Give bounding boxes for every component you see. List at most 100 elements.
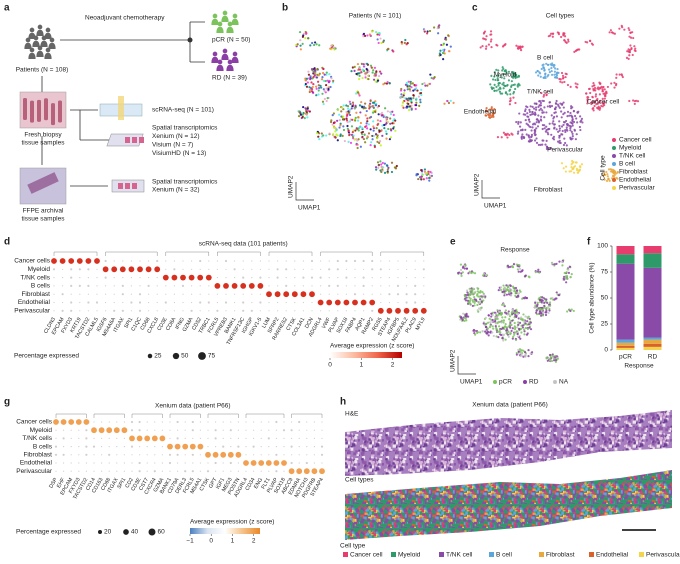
umap-point — [343, 139, 346, 143]
expression-dot — [406, 260, 408, 262]
person-icon — [48, 42, 56, 49]
expression-dot — [298, 437, 300, 439]
bar-segment — [616, 254, 635, 264]
expression-dot — [406, 277, 408, 279]
umap-point — [605, 179, 609, 183]
label: pCR (N = 50) — [212, 37, 250, 44]
expression-dot — [165, 310, 167, 312]
umap-point — [542, 66, 545, 69]
expression-dot — [156, 285, 158, 287]
gene-label: CD2 — [124, 477, 135, 489]
umap-point — [320, 132, 323, 135]
umap-point — [403, 41, 406, 44]
umap-point — [510, 70, 514, 74]
umap-point — [615, 82, 618, 86]
expression-dot — [101, 470, 103, 472]
umap-point — [548, 122, 551, 125]
person-icon — [211, 18, 219, 25]
umap-point — [379, 144, 382, 147]
expression-dot — [136, 435, 143, 442]
expression-dot — [275, 437, 277, 439]
biopsy-tissue — [51, 103, 55, 126]
expression-dot — [336, 284, 339, 287]
expression-dot — [207, 429, 209, 431]
expression-dot — [250, 460, 257, 466]
umap-point — [568, 265, 571, 268]
expression-dot — [148, 293, 150, 295]
umap-point — [526, 112, 529, 115]
umap-point — [496, 77, 499, 80]
umap-point — [366, 117, 369, 120]
umap-point — [390, 170, 394, 174]
umap-point — [353, 69, 356, 72]
expression-dot — [311, 468, 318, 475]
umap-point — [508, 100, 512, 103]
umap-point — [567, 40, 570, 43]
umap-point — [376, 161, 380, 164]
umap-point — [518, 321, 522, 324]
umap-point — [485, 332, 488, 335]
umap-point — [527, 118, 531, 121]
expression-dot — [113, 309, 116, 312]
expression-dot — [265, 460, 272, 466]
umap-point — [511, 337, 514, 340]
umap-point — [313, 67, 316, 70]
expression-dot — [105, 293, 107, 295]
umap-point — [432, 77, 435, 80]
legend-swatch — [612, 146, 616, 150]
umap-point — [374, 73, 378, 76]
umap-point — [497, 74, 500, 77]
biopsy-tissue — [30, 100, 34, 123]
expression-dot — [354, 285, 356, 287]
expression-dot — [131, 470, 133, 472]
umap-point — [543, 106, 546, 109]
expression-dot — [79, 301, 81, 304]
expression-dot — [313, 454, 315, 456]
expression-dot — [414, 277, 416, 279]
umap-point — [369, 144, 372, 147]
umap-point — [535, 137, 538, 140]
umap-point — [482, 32, 486, 35]
expression-dot — [148, 301, 150, 304]
umap-point — [402, 106, 405, 109]
expression-dot — [380, 277, 382, 279]
expression-dot — [298, 429, 300, 431]
bar-segment — [616, 246, 635, 255]
umap-point — [557, 71, 560, 74]
expression-dot — [123, 470, 125, 472]
umap-point — [545, 356, 548, 359]
umap-point — [535, 141, 539, 145]
expression-dot — [260, 454, 262, 456]
expression-dot — [277, 310, 279, 312]
umap-point — [383, 123, 386, 127]
umap-point — [354, 119, 357, 122]
umap-point — [478, 295, 481, 298]
expression-dot — [334, 299, 341, 306]
gene-bracket — [268, 251, 313, 256]
umap-point — [488, 317, 491, 320]
expression-dot — [275, 446, 277, 448]
umap-point — [508, 323, 511, 326]
color-tick-label: 2 — [391, 362, 395, 369]
umap-point — [361, 76, 364, 80]
umap-point — [422, 178, 425, 181]
expression-dot — [205, 451, 211, 458]
umap-point — [593, 86, 597, 90]
umap-point — [562, 101, 565, 104]
expression-dot — [305, 461, 308, 465]
expression-dot — [130, 293, 132, 295]
expression-dot — [116, 470, 118, 472]
slide-tissue — [125, 137, 130, 143]
bar-segment — [643, 343, 662, 347]
umap-point — [592, 109, 595, 112]
umap-point — [553, 298, 556, 301]
expression-dot — [181, 284, 185, 287]
umap-point — [515, 330, 518, 333]
umap-point — [489, 40, 492, 43]
umap-point — [568, 114, 571, 117]
umap-point — [530, 135, 533, 138]
size-legend-label: 40 — [131, 529, 139, 536]
umap-point — [515, 315, 518, 319]
umap-point — [606, 173, 609, 176]
umap-point — [570, 165, 573, 169]
